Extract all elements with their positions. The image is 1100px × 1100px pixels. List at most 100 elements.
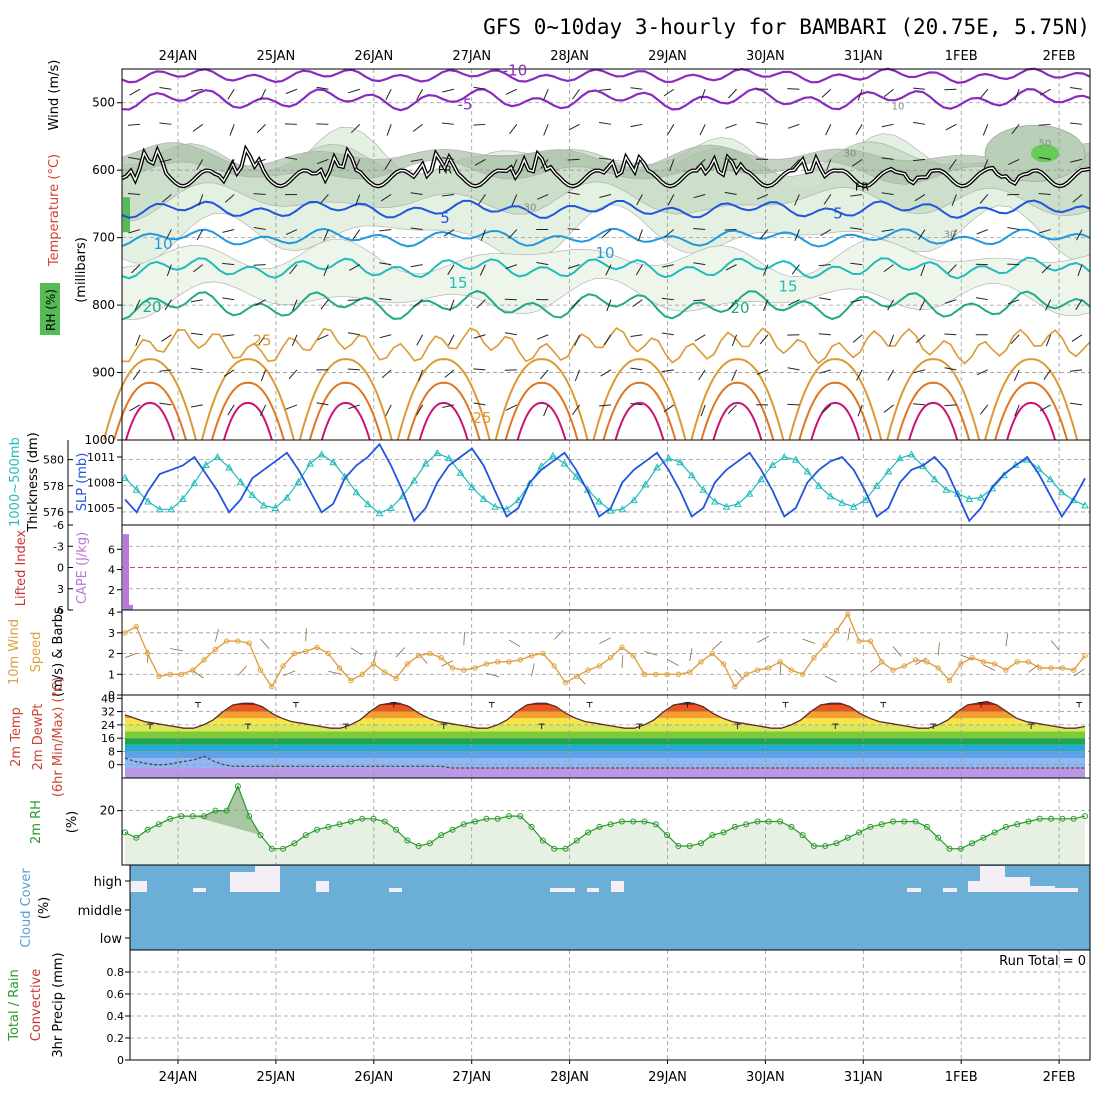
wind-barb <box>826 159 832 171</box>
rh-tick-label: 20 <box>100 804 115 818</box>
pressure-tick-label: 600 <box>92 163 115 177</box>
wind-barb <box>667 194 675 206</box>
date-label-top: 29JAN <box>648 49 687 64</box>
chart-title: GFS 0~10day 3-hourly for BAMBARI (20.75E… <box>483 15 1090 39</box>
contour-label-temperature: -5 <box>458 95 473 113</box>
rh-marker <box>991 829 998 836</box>
thickness-marker <box>1058 488 1066 496</box>
wind-speed-marker <box>133 623 140 630</box>
wind-barb-10m <box>373 650 377 664</box>
wind-barb <box>442 157 455 160</box>
thickness-marker <box>445 454 453 462</box>
wind-barb <box>540 159 549 170</box>
wind-barb <box>724 158 737 160</box>
rh-marker <box>799 832 806 839</box>
temperature-contour-bell <box>396 358 491 441</box>
wind-speed-marker <box>698 659 704 665</box>
wind-barb <box>919 299 926 311</box>
temperature-line <box>124 700 1086 729</box>
wind-barb <box>913 158 926 162</box>
thickness-marker <box>352 488 361 496</box>
rh-marker <box>291 840 298 847</box>
rh-marker <box>585 829 592 836</box>
thickness-marker <box>676 458 685 466</box>
wind-barb <box>316 402 329 406</box>
wind-10m-axis-label: 10m Wind <box>7 619 22 685</box>
wind-barb <box>1075 299 1083 311</box>
temperature-contour-bell <box>125 401 175 441</box>
wind-barb <box>442 193 455 197</box>
rh-marker <box>1036 815 1043 822</box>
wind-barb <box>159 87 172 90</box>
wind-tick-label: 3 <box>108 627 115 640</box>
wind-barb <box>190 367 203 371</box>
rh-marker <box>144 826 151 833</box>
temperature-contour-bell <box>712 401 763 441</box>
wind-barb <box>661 369 674 373</box>
wind-speed-marker <box>991 661 998 667</box>
wind-barb <box>385 89 392 101</box>
thickness-marker <box>664 454 673 462</box>
wind-barb-10m <box>983 664 996 671</box>
wind-barb-10m <box>282 670 296 677</box>
wind-barb <box>412 123 423 132</box>
temperature-contour-minus5 <box>121 87 1091 112</box>
pressure-tick-label: 700 <box>92 231 115 245</box>
wind-speed-marker <box>540 650 546 657</box>
wind-barb-10m <box>666 658 679 666</box>
wind-speed-marker <box>144 650 151 657</box>
rh-marker <box>517 813 524 820</box>
wind-barb <box>379 262 392 266</box>
rh-marker <box>381 818 388 825</box>
wind-barb <box>881 123 894 128</box>
rh-marker <box>347 818 354 825</box>
wind-barb <box>229 124 235 136</box>
rh-marker <box>923 823 930 830</box>
wind-tick-label: 1 <box>108 668 115 681</box>
thickness-marker <box>780 452 789 460</box>
wind-barb <box>568 264 580 269</box>
thickness-marker <box>479 494 488 502</box>
wind-barb <box>478 194 486 205</box>
lifted-index-tick-label: -6 <box>53 519 64 532</box>
wind-barb <box>1070 402 1083 406</box>
thickness-marker <box>977 493 985 501</box>
wind-speed-marker <box>269 684 275 690</box>
date-label-top: 25JAN <box>257 49 296 64</box>
wind-barb <box>1070 369 1083 372</box>
wind-barb <box>227 88 235 100</box>
wind-speed-marker <box>303 648 309 655</box>
wind-barb <box>979 194 989 204</box>
date-label-bottom: 26JAN <box>354 1070 393 1085</box>
thickness-marker <box>236 477 245 485</box>
wind-barb <box>292 299 298 311</box>
wind-barb <box>285 404 298 410</box>
wind-barb <box>850 262 863 266</box>
wind-speed-marker <box>901 663 907 669</box>
wind-barb <box>574 369 581 382</box>
wind-barb <box>976 229 988 235</box>
wind-barb <box>1011 124 1020 135</box>
wind-barb <box>222 334 235 337</box>
wind-barb <box>694 334 706 342</box>
wind-speed-marker <box>980 659 987 665</box>
wind-barb <box>599 121 612 125</box>
precip-tick-label: 0.6 <box>107 988 125 1001</box>
temperature-contour-bell <box>418 401 469 441</box>
rh-marker <box>1048 815 1055 822</box>
wind-barb <box>855 124 863 135</box>
rh-marker <box>675 843 682 849</box>
dewpoint-axis-label: 2m DewPt <box>31 704 46 771</box>
rh-marker <box>336 821 343 828</box>
wind-speed-marker <box>167 671 173 677</box>
thickness-marker <box>826 492 835 500</box>
date-label-top: 31JAN <box>844 49 883 64</box>
wind-barb <box>350 123 361 134</box>
wind-barb <box>667 124 675 135</box>
wind-barb-10m <box>870 663 881 673</box>
temperature-band <box>125 711 1085 719</box>
contour-label-temperature: FR <box>855 180 869 193</box>
lifted-index-tick-label: -3 <box>53 540 64 553</box>
wind-speed-marker <box>788 667 795 673</box>
cloud-gap <box>943 888 957 892</box>
